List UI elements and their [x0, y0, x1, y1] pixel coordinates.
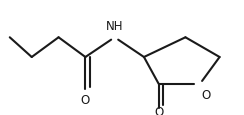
Text: NH: NH: [106, 20, 123, 33]
Text: O: O: [154, 105, 163, 115]
Text: O: O: [81, 94, 90, 106]
Text: O: O: [202, 88, 211, 101]
